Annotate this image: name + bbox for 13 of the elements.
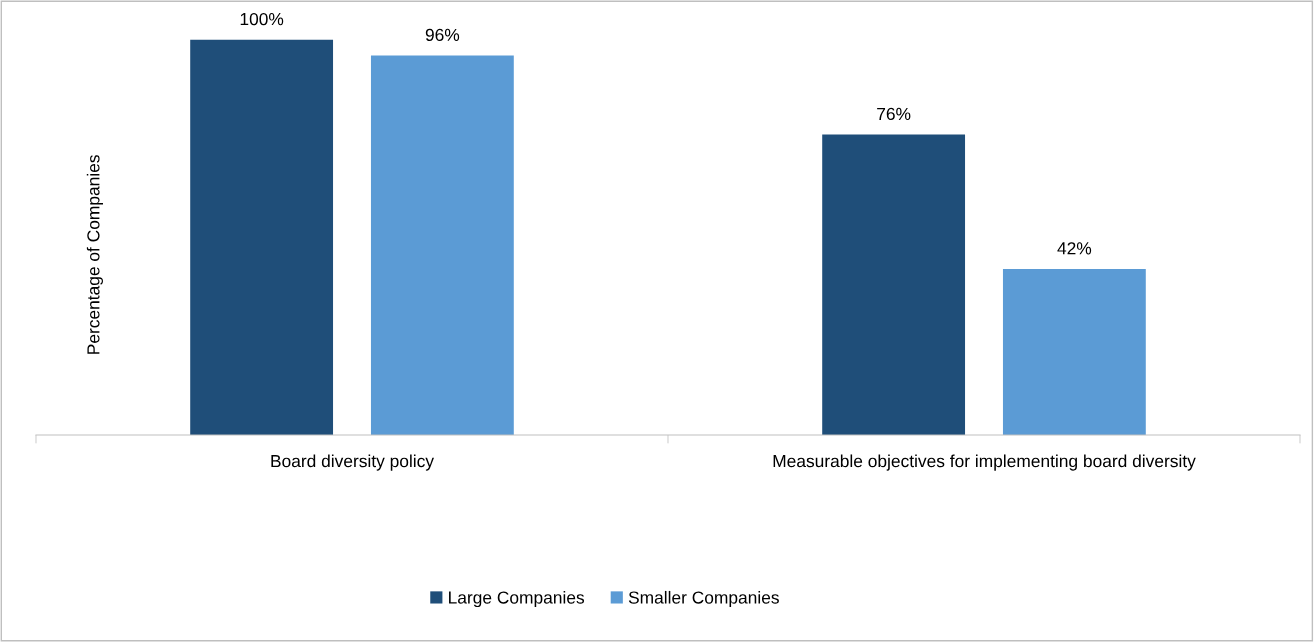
legend-label: Smaller Companies bbox=[628, 590, 779, 608]
data-label: 42% bbox=[1057, 242, 1092, 255]
bar bbox=[1002, 269, 1146, 435]
legend-label: Large Companies bbox=[449, 590, 585, 608]
data-label: 100% bbox=[240, 12, 284, 26]
bar bbox=[190, 39, 334, 435]
y-axis-title: Percentage of Companies bbox=[86, 155, 103, 354]
data-label: 96% bbox=[425, 28, 460, 42]
bar bbox=[822, 134, 966, 435]
data-label: 76% bbox=[877, 107, 911, 121]
x-tick-label: Measurable objectives for implementing board diversity bbox=[773, 454, 1196, 471]
x-tick-label: Board diversity policy bbox=[271, 454, 434, 471]
bar bbox=[370, 55, 514, 435]
